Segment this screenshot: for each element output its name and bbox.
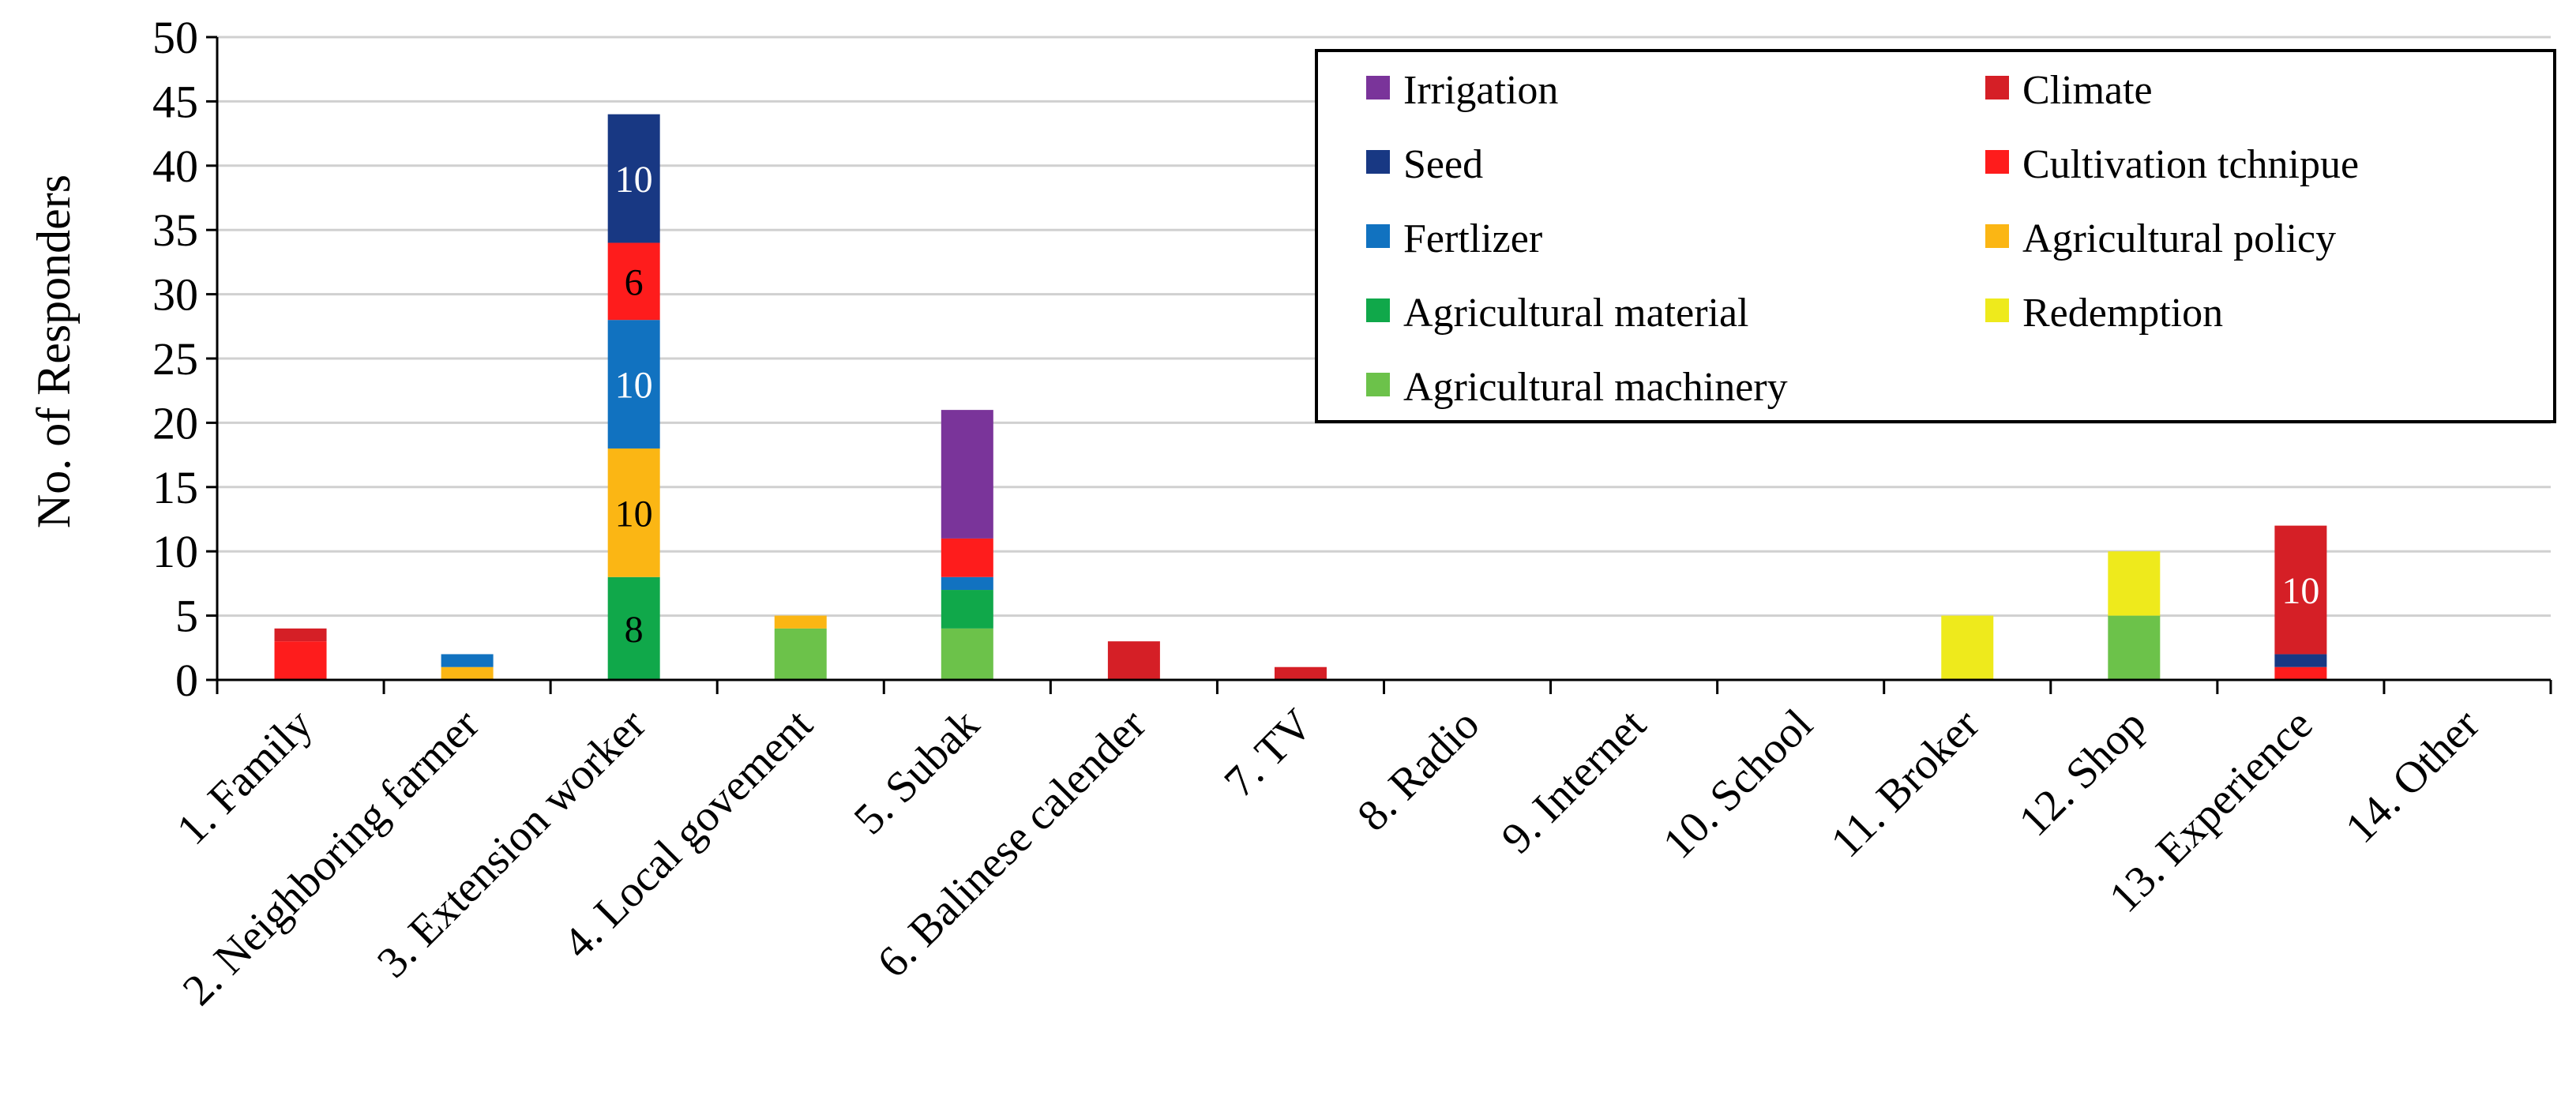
bar-seed-13-experience [2274,654,2327,667]
x-tick-label: 9. Internet [1493,700,1656,863]
legend-swatch-climate [1985,76,2009,99]
y-axis-label: No. of Responders [28,175,80,528]
bar-cultivation-tchnipue-1-family [274,641,327,680]
bar-seed-3-extension-worker [607,114,660,243]
y-tick-label: 45 [152,76,198,127]
y-tick-label: 20 [152,397,198,449]
bar-cultivation-tchnipue-3-extension-worker [607,242,660,321]
x-tick-label: 8. Radio [1348,700,1489,840]
bar-agricultural-policy-2-neighboring-farmer [441,666,494,680]
legend-label: Agricultural policy [2022,216,2336,261]
bar-cultivation-tchnipue-5-subak [941,538,993,577]
y-tick-label: 35 [152,205,198,256]
legend-label: Agricultural material [1403,291,1748,336]
data-label: 10 [615,365,653,407]
bar-agricultural-machinery-12-shop [2108,615,2161,680]
bars [274,114,2327,680]
bar-irrigation-5-subak [941,410,993,539]
bar-cultivation-tchnipue-13-experience [2274,666,2327,680]
x-tick-label: 5. Subak [845,700,989,843]
legend-swatch-fertlizer [1366,224,1390,248]
bar-fertlizer-3-extension-worker [607,320,660,449]
bar-agricultural-policy-3-extension-worker [607,448,660,577]
data-label: 8 [625,609,644,651]
legend-swatch-redemption [1985,298,2009,322]
bar-agricultural-machinery-5-subak [941,628,993,680]
y-tick-label: 50 [152,12,198,63]
legend-label: Seed [1403,142,1483,187]
y-tick-label: 5 [175,591,198,642]
bar-fertlizer-2-neighboring-farmer [441,654,494,667]
x-tick-label: 7. TV [1215,700,1323,807]
legend-swatch-agricultural-machinery [1366,373,1390,396]
y-tick-label: 10 [152,526,198,577]
bar-climate-1-family [274,628,327,642]
legend-label: Fertlizer [1403,216,1542,261]
legend-swatch-agricultural-material [1366,298,1390,322]
bar-agricultural-machinery-4-local-govement [774,628,827,680]
bar-redemption-11-broker [1941,615,1994,680]
legend-swatch-irrigation [1366,76,1390,99]
x-tick-label: 14. Other [2336,700,2489,853]
bar-climate-6-balinese-calender [1107,641,1160,680]
y-tick-label: 15 [152,462,198,513]
x-tick-label: 10. School [1654,700,1822,868]
data-label: 6 [625,261,644,303]
legend-label: Irrigation [1403,68,1558,113]
y-tick-label: 0 [175,655,198,706]
bar-agricultural-policy-4-local-govement [774,615,827,629]
x-tick-label: 12. Shop [2010,700,2156,846]
y-tick-label: 30 [152,269,198,321]
data-label: 10 [2281,570,2319,612]
y-tick-label: 25 [152,333,198,385]
legend-swatch-cultivation-tchnipue [1985,150,2009,174]
x-tick-label: 2. Neighboring farmer [174,700,489,1015]
x-tick-label: 11. Broker [1822,700,1989,867]
legend-box [1315,49,2556,423]
bar-agricultural-material-3-extension-worker [607,576,660,680]
y-tick-label: 40 [152,141,198,192]
legend: Irrigation Seed Fertlizer Agricultural mate… [1315,49,2556,423]
bar-agricultural-material-5-subak [941,590,993,629]
legend-swatch-agricultural-policy [1985,224,2009,248]
bar-redemption-12-shop [2108,551,2161,616]
bar-fertlizer-5-subak [941,576,993,591]
legend-label: Cultivation tchnipue [2022,142,2359,187]
data-label: 10 [615,159,653,201]
legend-swatch-seed [1366,150,1390,174]
legend-label: Agricultural machinery [1403,365,1788,410]
data-labels: 8 10 10 6 10 10 [615,159,2320,651]
x-tick-label: 1. Family [167,700,322,854]
legend-label: Redemption [2022,291,2223,336]
bar-climate-13-experience [2274,525,2327,655]
legend-label: Climate [2022,68,2153,113]
bar-climate-7-tv [1274,666,1327,680]
data-label: 10 [615,493,653,535]
